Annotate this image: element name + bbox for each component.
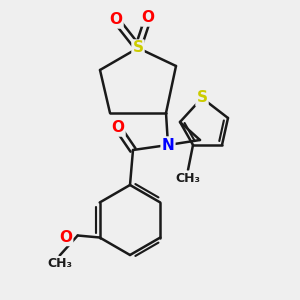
Text: CH₃: CH₃ [47,257,72,270]
Text: S: S [133,40,143,56]
Text: O: O [112,121,124,136]
Text: O: O [142,11,154,26]
Text: N: N [162,137,174,152]
Text: CH₃: CH₃ [176,172,200,184]
Text: O: O [110,13,122,28]
Text: S: S [196,91,208,106]
Text: O: O [59,230,72,245]
